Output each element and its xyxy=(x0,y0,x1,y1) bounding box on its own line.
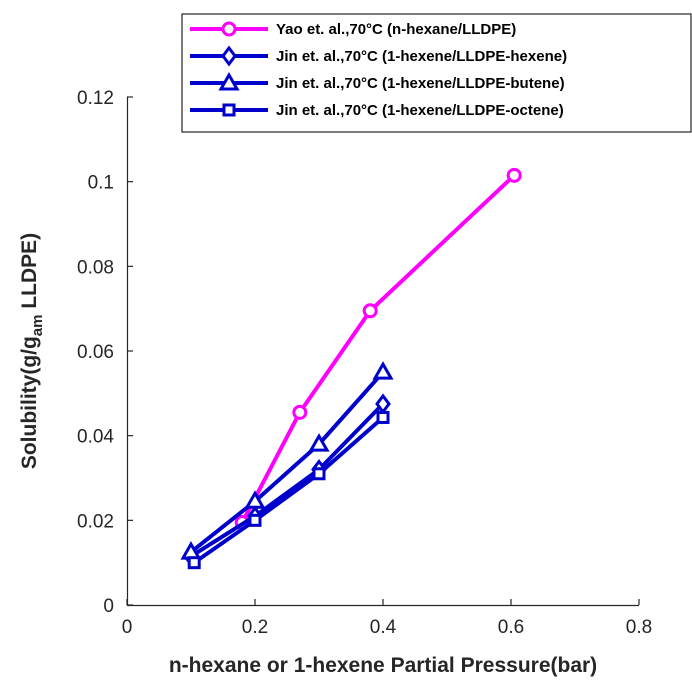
legend-marker-square xyxy=(222,103,236,117)
data-point-circle xyxy=(292,404,308,420)
y-tick-label: 0.06 xyxy=(77,342,114,363)
legend: Yao et. al.,70°C (n-hexane/LLDPE) Jin et.… xyxy=(181,13,692,133)
series-1 xyxy=(234,167,522,530)
y-axis-title-suffix: LLDPE) xyxy=(18,233,41,315)
data-point-triangle xyxy=(244,490,266,509)
x-tick-label: 0.8 xyxy=(626,617,652,638)
series-line xyxy=(193,415,385,565)
data-point-triangle xyxy=(372,361,394,380)
x-tick-label: 0 xyxy=(122,617,133,638)
y-tick-label: 0 xyxy=(103,596,114,617)
data-point-circle xyxy=(362,303,378,319)
y-axis-title-main: Solubility(g/g xyxy=(18,336,41,469)
legend-entry-2: Jin et. al.,70°C (1-hexene/LLDPE-hexene) xyxy=(190,45,567,67)
x-tick-label: 0.4 xyxy=(370,617,397,638)
legend-entry-3: Jin et. al.,70°C (1-hexene/LLDPE-butene) xyxy=(190,71,565,92)
series-2 xyxy=(183,393,391,567)
plot-area xyxy=(180,167,522,570)
series-3 xyxy=(180,361,394,560)
y-ticks: 0 0.02 0.04 0.06 0.08 0.1 0.12 xyxy=(77,88,133,617)
data-point-square xyxy=(312,467,326,481)
data-point-square xyxy=(187,556,201,570)
x-tick-label: 0.2 xyxy=(242,617,268,638)
legend-entries: Yao et. al.,70°C (n-hexane/LLDPE) Jin et.… xyxy=(190,21,567,119)
legend-marker-circle xyxy=(221,21,237,37)
y-tick-label: 0.1 xyxy=(88,173,114,194)
y-axis-title-subscript: am xyxy=(29,315,46,337)
legend-marker-triangle xyxy=(218,71,240,91)
legend-label: Jin et. al.,70°C (1-hexene/LLDPE-butene) xyxy=(276,75,565,92)
y-axis-title: Solubility(g/gam LLDPE) xyxy=(18,233,46,469)
legend-entry-4: Jin et. al.,70°C (1-hexene/LLDPE-octene) xyxy=(190,102,564,119)
series-line xyxy=(189,402,385,559)
x-axis-title: n-hexane or 1-hexene Partial Pressure(ba… xyxy=(169,654,597,677)
series-line xyxy=(189,370,385,554)
series-line xyxy=(240,173,516,524)
axes xyxy=(126,97,639,607)
series-4 xyxy=(187,410,390,570)
y-tick-label: 0.12 xyxy=(77,88,114,109)
legend-label: Yao et. al.,70°C (n-hexane/LLDPE) xyxy=(276,21,516,38)
data-point-triangle xyxy=(308,433,330,452)
legend-marker-diamond xyxy=(221,45,237,67)
legend-label: Jin et. al.,70°C (1-hexene/LLDPE-hexene) xyxy=(276,48,567,65)
legend-entry-1: Yao et. al.,70°C (n-hexane/LLDPE) xyxy=(190,21,516,38)
legend-label: Jin et. al.,70°C (1-hexene/LLDPE-octene) xyxy=(276,102,564,119)
data-point-square xyxy=(376,410,390,424)
legend-box xyxy=(181,13,692,133)
y-tick-label: 0.04 xyxy=(77,427,114,448)
data-point-circle xyxy=(506,167,522,183)
x-tick-label: 0.6 xyxy=(498,617,524,638)
x-ticks: 0 0.2 0.4 0.6 0.8 xyxy=(122,599,652,638)
y-tick-label: 0.02 xyxy=(77,511,114,532)
data-point-square xyxy=(248,513,262,527)
y-tick-label: 0.08 xyxy=(77,257,114,278)
